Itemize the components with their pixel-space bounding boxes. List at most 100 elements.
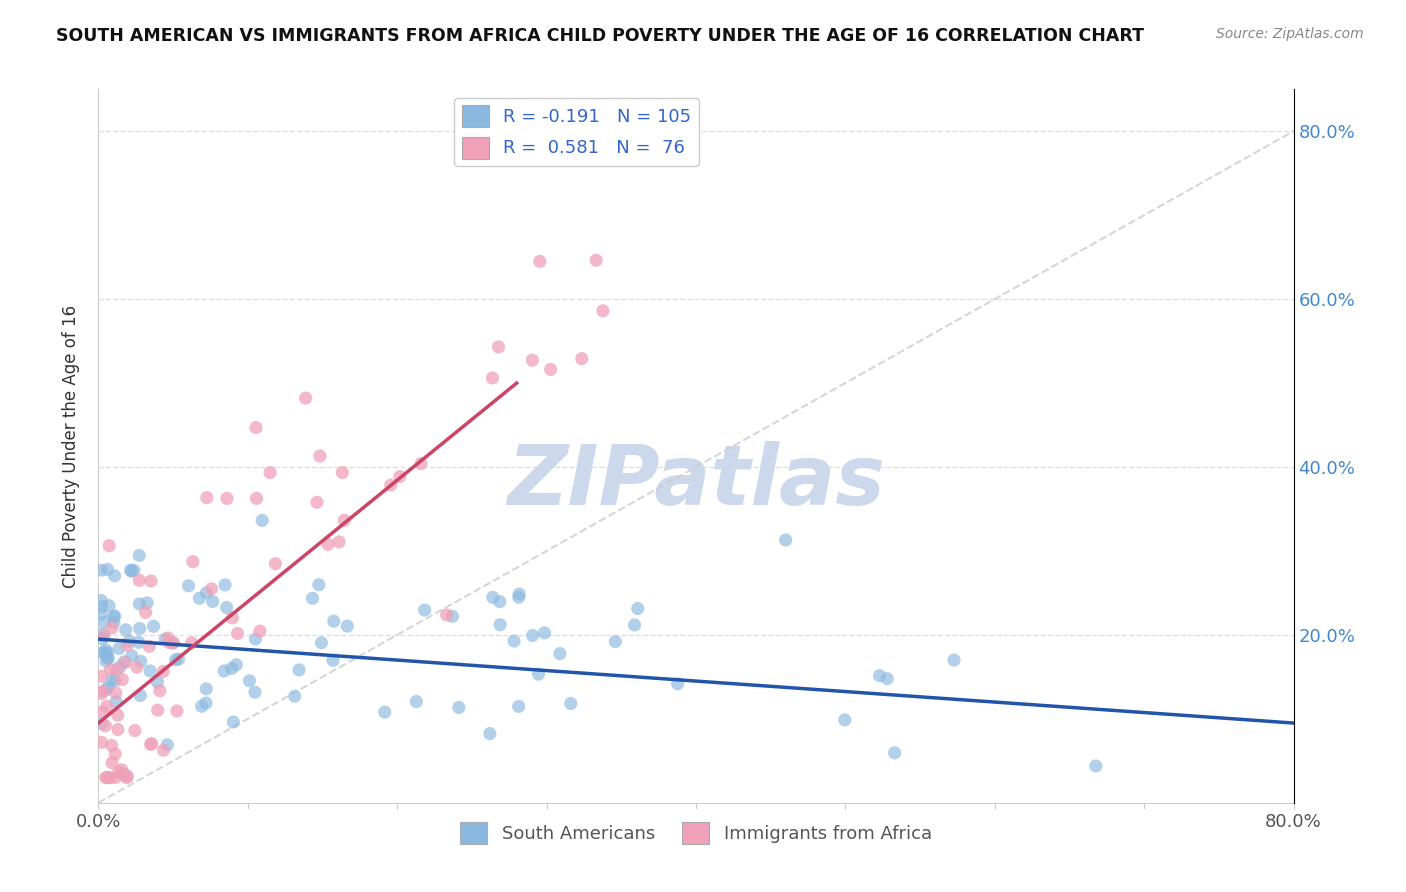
Point (104, 673, 127, 688)
Point (215, 491, 238, 506)
Point (388, 469, 411, 483)
Point (98, 539, 121, 553)
Point (488, 595, 510, 609)
Text: SOUTH AMERICAN VS IMMIGRANTS FROM AFRICA CHILD POVERTY UNDER THE AGE OF 16 CORRE: SOUTH AMERICAN VS IMMIGRANTS FROM AFRICA… (56, 27, 1144, 45)
Point (666, 676, 689, 690)
Point (135, 606, 157, 620)
Point (592, 303, 614, 318)
Point (108, 660, 131, 674)
Point (165, 653, 187, 667)
Point (103, 615, 125, 630)
Point (96, 699, 118, 714)
Point (522, 353, 544, 368)
Point (152, 743, 174, 757)
Text: Source: ZipAtlas.com: Source: ZipAtlas.com (1216, 27, 1364, 41)
Point (623, 618, 645, 632)
Point (93, 615, 115, 630)
Point (309, 449, 332, 463)
Point (195, 681, 218, 696)
Point (141, 737, 163, 751)
Point (136, 596, 159, 610)
Point (112, 655, 135, 669)
Point (508, 699, 530, 714)
Point (834, 713, 856, 727)
Point (245, 632, 267, 646)
Point (122, 563, 145, 577)
Point (90, 669, 112, 683)
Point (503, 634, 526, 648)
Point (322, 653, 344, 667)
Point (100, 739, 122, 753)
Point (250, 513, 273, 527)
Point (128, 597, 150, 611)
Point (139, 664, 162, 678)
Point (146, 675, 169, 690)
Point (90, 607, 112, 621)
Point (121, 648, 143, 663)
Point (195, 491, 218, 505)
Point (156, 738, 179, 752)
Point (146, 703, 169, 717)
Legend: South Americans, Immigrants from Africa: South Americans, Immigrants from Africa (453, 814, 939, 851)
Point (201, 594, 224, 608)
Point (489, 617, 512, 632)
Point (128, 574, 150, 588)
Point (91, 684, 114, 698)
Point (107, 765, 129, 780)
Point (478, 726, 501, 740)
Point (180, 636, 202, 650)
Point (405, 695, 427, 709)
Point (90, 593, 112, 607)
Point (162, 636, 184, 650)
Point (124, 723, 146, 738)
Point (93, 629, 115, 643)
Point (117, 638, 139, 652)
Point (571, 351, 593, 366)
Point (245, 491, 267, 506)
Point (101, 621, 124, 635)
Point (115, 771, 138, 785)
Point (316, 537, 339, 551)
Point (883, 746, 905, 760)
Point (195, 585, 218, 599)
Point (120, 564, 142, 578)
Point (447, 700, 470, 714)
Point (308, 578, 330, 592)
Point (311, 636, 333, 650)
Point (90, 735, 112, 749)
Point (114, 623, 136, 637)
Point (167, 652, 190, 666)
Point (104, 686, 127, 700)
Point (288, 663, 311, 677)
Point (548, 647, 571, 661)
Point (380, 478, 402, 492)
Point (305, 495, 328, 509)
Point (91, 632, 114, 646)
Point (149, 683, 172, 698)
Point (226, 626, 249, 640)
Point (188, 591, 211, 606)
Point (1084, 759, 1107, 773)
Point (97, 651, 120, 665)
Point (114, 656, 136, 670)
Point (98, 599, 121, 613)
Point (129, 689, 152, 703)
Point (943, 653, 966, 667)
Point (139, 574, 162, 588)
Point (508, 587, 530, 601)
Point (104, 569, 127, 583)
Point (94, 643, 117, 657)
Point (200, 582, 222, 596)
Point (522, 628, 544, 642)
Point (91, 705, 114, 719)
Point (322, 614, 344, 628)
Point (90, 686, 112, 700)
Point (128, 622, 150, 636)
Point (101, 756, 124, 770)
Point (284, 689, 307, 703)
Point (869, 668, 891, 682)
Point (96, 646, 118, 660)
Point (94, 719, 117, 733)
Point (142, 619, 165, 633)
Point (605, 634, 627, 648)
